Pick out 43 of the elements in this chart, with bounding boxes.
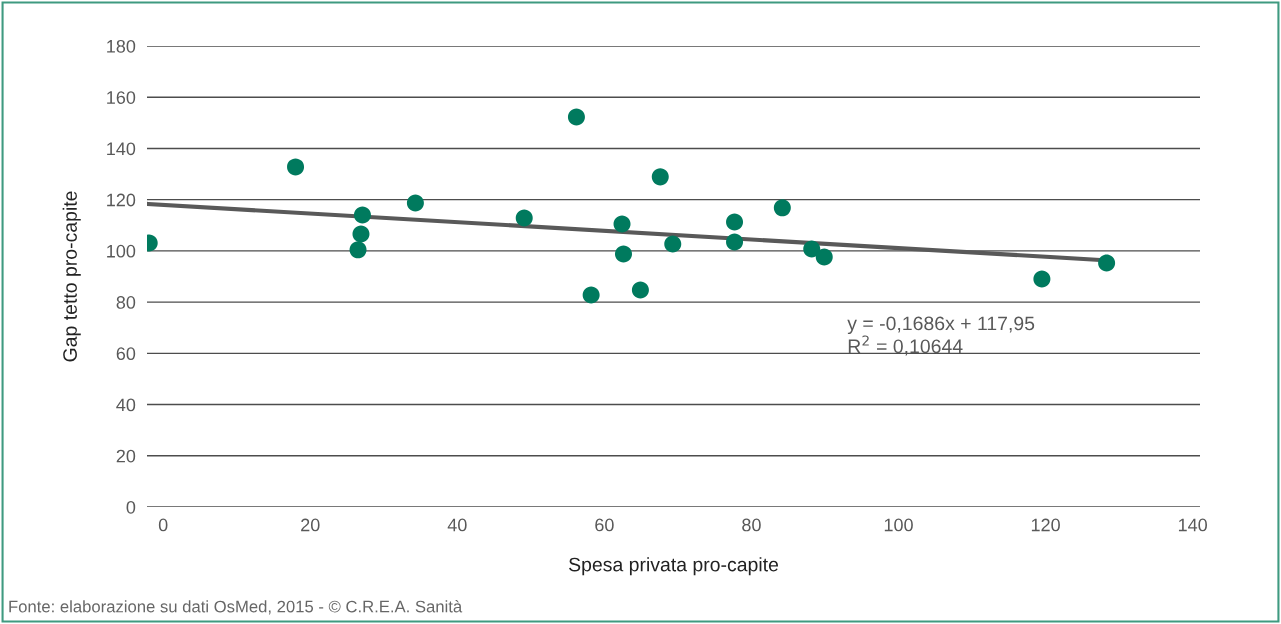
y-tick-label: 120 xyxy=(107,193,136,207)
point xyxy=(349,241,367,259)
x-tick-label: 0 xyxy=(158,518,168,532)
point xyxy=(651,168,669,186)
x-tick-label: 80 xyxy=(742,518,761,532)
point xyxy=(614,245,632,263)
point xyxy=(567,108,585,126)
annotation: R$^{2}$ = 0,10644 xyxy=(848,335,963,356)
point xyxy=(352,225,370,243)
point xyxy=(1098,254,1116,272)
point xyxy=(406,194,424,212)
source-note: Fonte: elaborazione su dati OsMed, 2015 - © C.R.E.A. Sanità xyxy=(9,600,463,615)
point xyxy=(803,240,821,258)
x-tick-label: 40 xyxy=(447,518,467,532)
y-tick-label: 80 xyxy=(116,296,136,309)
point xyxy=(726,213,744,231)
y-tick-label: 0 xyxy=(126,500,136,514)
y-tick-label: 140 xyxy=(107,142,136,156)
x-axis-title: Spesa privata pro-capite xyxy=(569,557,779,576)
x-tick-label: 60 xyxy=(595,518,614,532)
point xyxy=(664,235,682,253)
y-tick-label: 180 xyxy=(107,39,136,53)
x-tick-label: 100 xyxy=(884,518,913,532)
point xyxy=(582,286,600,304)
y-tick-label: 60 xyxy=(116,347,136,361)
x-tick-label: 140 xyxy=(1178,518,1207,532)
point xyxy=(631,281,649,299)
annotation: y = -0,1686x + 117,95 xyxy=(847,316,1035,335)
y-tick-label: 20 xyxy=(116,449,136,463)
point xyxy=(815,248,833,266)
point xyxy=(726,233,744,251)
point xyxy=(613,215,631,233)
point xyxy=(287,158,305,176)
y-axis-title: Gap tetto pro-capite xyxy=(62,191,81,362)
y-tick-label: 160 xyxy=(107,91,136,104)
y-tick-label: 100 xyxy=(107,244,136,258)
x-tick-label: 120 xyxy=(1031,518,1060,532)
point xyxy=(353,206,371,224)
y-tick-label: 40 xyxy=(116,398,136,412)
x-tick-label: 20 xyxy=(301,518,320,532)
point xyxy=(773,199,791,217)
point xyxy=(1033,270,1051,288)
point xyxy=(515,209,533,227)
